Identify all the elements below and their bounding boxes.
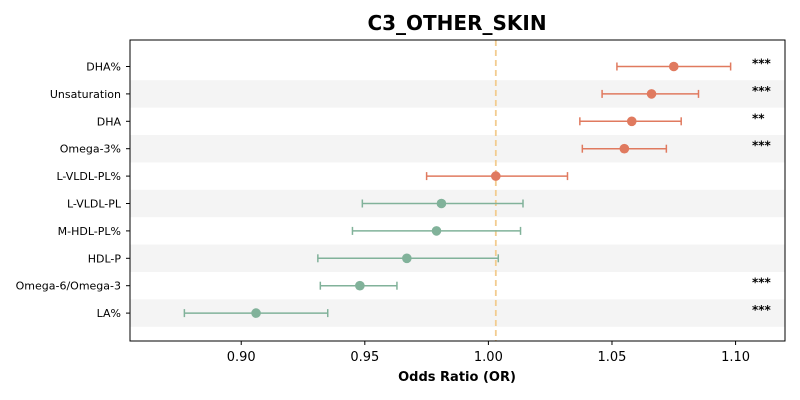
odds-ratio-point [436, 198, 447, 209]
data-marks: ***************** [183, 57, 772, 318]
x-tick-label: 0.90 [227, 350, 256, 365]
forest-row [361, 198, 524, 209]
y-tick-label: L-VLDL-PL [67, 198, 122, 211]
forest-row: ** [579, 111, 765, 127]
forest-row [351, 226, 522, 236]
row-band [130, 135, 785, 163]
x-tick-label: 0.95 [350, 350, 379, 365]
x-tick-label: 1.00 [474, 350, 503, 365]
odds-ratio-point [619, 143, 630, 154]
x-tick-label: 1.05 [598, 350, 627, 365]
significance-label: *** [752, 84, 772, 98]
odds-ratio-point [491, 171, 501, 181]
forest-row: *** [319, 276, 772, 291]
y-tick-label: M-HDL-PL% [58, 225, 121, 238]
odds-ratio-point [668, 61, 679, 72]
forest-row [317, 253, 500, 264]
significance-label: *** [752, 276, 772, 290]
odds-ratio-point [431, 226, 442, 236]
significance-label: *** [752, 57, 772, 71]
y-axis: DHA% Unsaturation DHA Omega-3% L-VLDL-PL% L-V… [16, 61, 130, 320]
forest-row: *** [601, 84, 772, 99]
forest-row: *** [616, 57, 772, 72]
significance-label: *** [752, 303, 772, 317]
y-tick-label: DHA% [86, 61, 121, 74]
x-tick-label: 1.10 [721, 350, 750, 365]
y-tick-label: LA% [97, 307, 121, 320]
odds-ratio-point [626, 116, 637, 127]
odds-ratio-point [646, 89, 657, 99]
forest-row: *** [183, 303, 772, 318]
significance-label: ** [752, 111, 765, 125]
x-axis-label: Odds Ratio (OR) [398, 370, 516, 385]
odds-ratio-point [251, 308, 261, 318]
plot-frame [129, 39, 786, 342]
y-tick-label: DHA [97, 115, 122, 128]
significance-label: *** [752, 139, 772, 153]
y-tick-label: Omega-3% [60, 143, 121, 156]
forest-row [425, 171, 569, 181]
chart-title: C3_OTHER_SKIN [367, 11, 546, 35]
x-axis: 0.90 0.95 1.00 1.05 1.10 [227, 341, 750, 365]
odds-ratio-point [402, 253, 412, 264]
odds-ratio-point [355, 280, 365, 291]
y-tick-label: Omega-6/Omega-3 [16, 280, 121, 293]
forest-row: *** [581, 139, 772, 154]
y-tick-label: Unsaturation [50, 88, 121, 101]
y-tick-label: L-VLDL-PL% [56, 170, 121, 183]
y-tick-label: HDL-P [88, 252, 122, 265]
